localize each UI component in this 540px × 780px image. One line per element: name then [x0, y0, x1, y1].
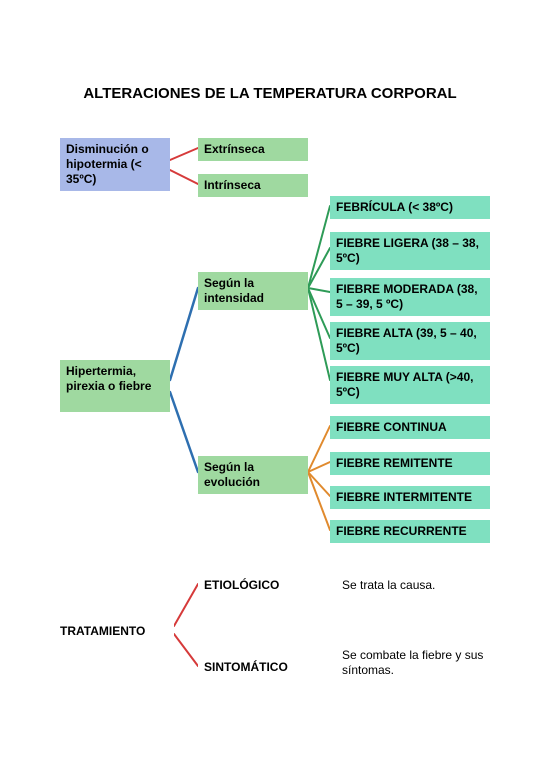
connector-3: [308, 248, 330, 288]
box-remitente: FIEBRE REMITENTE: [330, 452, 490, 475]
connector-6: [308, 288, 330, 380]
box-intermitente: FIEBRE INTERMITENTE: [330, 486, 490, 509]
box-intrinseca: Intrínseca: [198, 174, 308, 197]
connector-12: [308, 472, 330, 530]
box-tratamiento: TRATAMIENTO: [54, 620, 174, 643]
box-alta: FIEBRE ALTA (39, 5 – 40, 5ºC): [330, 322, 490, 360]
connector-8: [170, 392, 198, 472]
connector-13: [174, 584, 198, 626]
box-extrinseca: Extrínseca: [198, 138, 308, 161]
connector-5: [308, 288, 330, 338]
box-causa: Se trata la causa.: [336, 574, 496, 597]
box-intensidad: Según la intensidad: [198, 272, 308, 310]
connector-10: [308, 462, 330, 472]
connector-11: [308, 472, 330, 496]
connector-4: [308, 288, 330, 292]
box-evolucion: Según la evolución: [198, 456, 308, 494]
connector-1: [170, 170, 198, 184]
box-recurrente: FIEBRE RECURRENTE: [330, 520, 490, 543]
box-hipertermia: Hipertermia, pirexia o fiebre: [60, 360, 170, 412]
diagram-title: ALTERACIONES DE LA TEMPERATURA CORPORAL: [0, 85, 540, 102]
box-ligera: FIEBRE LIGERA (38 – 38, 5ºC): [330, 232, 490, 270]
connector-2: [308, 206, 330, 288]
connector-9: [308, 426, 330, 472]
box-muyalta: FIEBRE MUY ALTA (>40, 5ºC): [330, 366, 490, 404]
connector-7: [170, 288, 198, 380]
box-etiologico: ETIOLÓGICO: [198, 574, 308, 597]
box-continua: FIEBRE CONTINUA: [330, 416, 490, 439]
box-sintomatico: SINTOMÁTICO: [198, 656, 308, 679]
box-disminucion: Disminución o hipotermia (< 35ºC): [60, 138, 170, 191]
connector-14: [174, 634, 198, 666]
connector-0: [170, 148, 198, 160]
box-febricula: FEBRÍCULA (< 38ºC): [330, 196, 490, 219]
box-moderada: FIEBRE MODERADA (38, 5 – 39, 5 ºC): [330, 278, 490, 316]
box-combate: Se combate la fiebre y sus síntomas.: [336, 644, 496, 692]
